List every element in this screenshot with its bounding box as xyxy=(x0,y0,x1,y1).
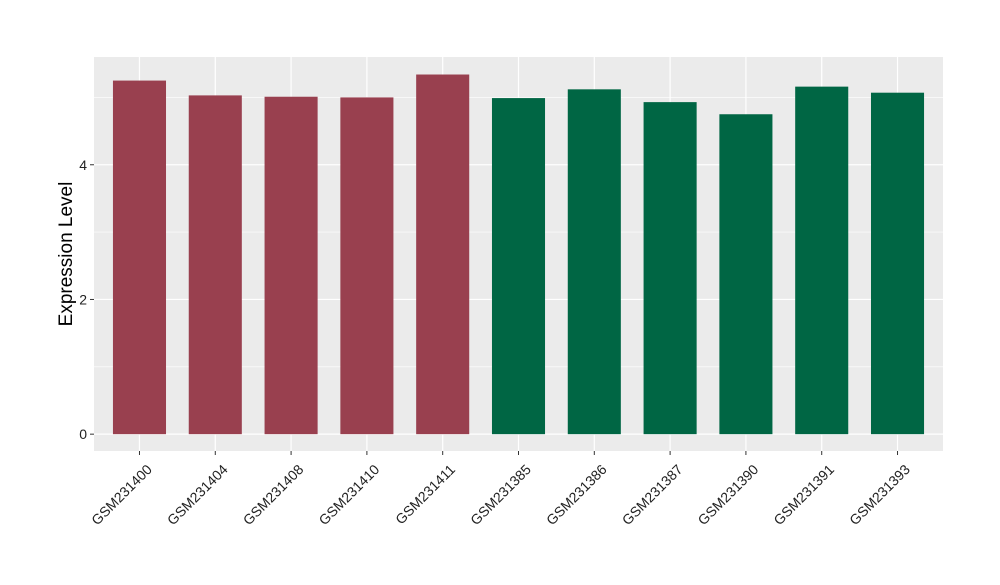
x-tick-label: GSM231400 xyxy=(88,461,155,528)
bar-GSM231408 xyxy=(264,96,318,435)
bar-GSM231390 xyxy=(719,114,773,435)
bar-GSM231404 xyxy=(188,95,242,435)
y-tick-label: 4 xyxy=(79,157,87,173)
bars xyxy=(112,74,925,435)
x-tick-label: GSM231411 xyxy=(392,461,458,527)
bar-GSM231391 xyxy=(795,86,849,435)
bar-GSM231410 xyxy=(340,97,394,435)
x-tick-label: GSM231387 xyxy=(619,461,686,528)
x-tick-label: GSM231386 xyxy=(543,461,610,528)
bar-GSM231386 xyxy=(567,89,621,435)
bar-GSM231385 xyxy=(491,98,546,435)
y-tick-label: 2 xyxy=(79,291,87,307)
x-tick-label: GSM231385 xyxy=(467,461,534,528)
x-tick-label: GSM231410 xyxy=(315,461,382,528)
x-tick-label: GSM231391 xyxy=(770,461,837,528)
y-tick-label: 0 xyxy=(79,426,87,442)
bar-GSM231393 xyxy=(870,92,925,435)
x-tick-label: GSM231390 xyxy=(694,461,761,528)
x-tick-label: GSM231408 xyxy=(240,461,307,528)
bar-GSM231400 xyxy=(112,80,167,435)
bar-GSM231387 xyxy=(643,102,697,435)
y-axis: 0 2 4 xyxy=(79,157,94,442)
x-tick-label: GSM231404 xyxy=(164,461,231,528)
bar-GSM231411 xyxy=(416,74,470,435)
x-axis: GSM231400 GSM231404 GSM231408 GSM231410 GSM2… xyxy=(88,451,913,528)
x-tick-label: GSM231393 xyxy=(846,461,913,528)
y-axis-label: Expression Level xyxy=(56,182,77,327)
